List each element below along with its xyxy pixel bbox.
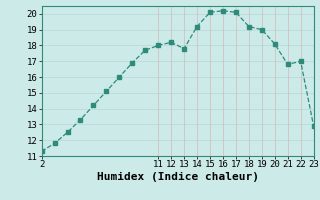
X-axis label: Humidex (Indice chaleur): Humidex (Indice chaleur)	[97, 172, 259, 182]
